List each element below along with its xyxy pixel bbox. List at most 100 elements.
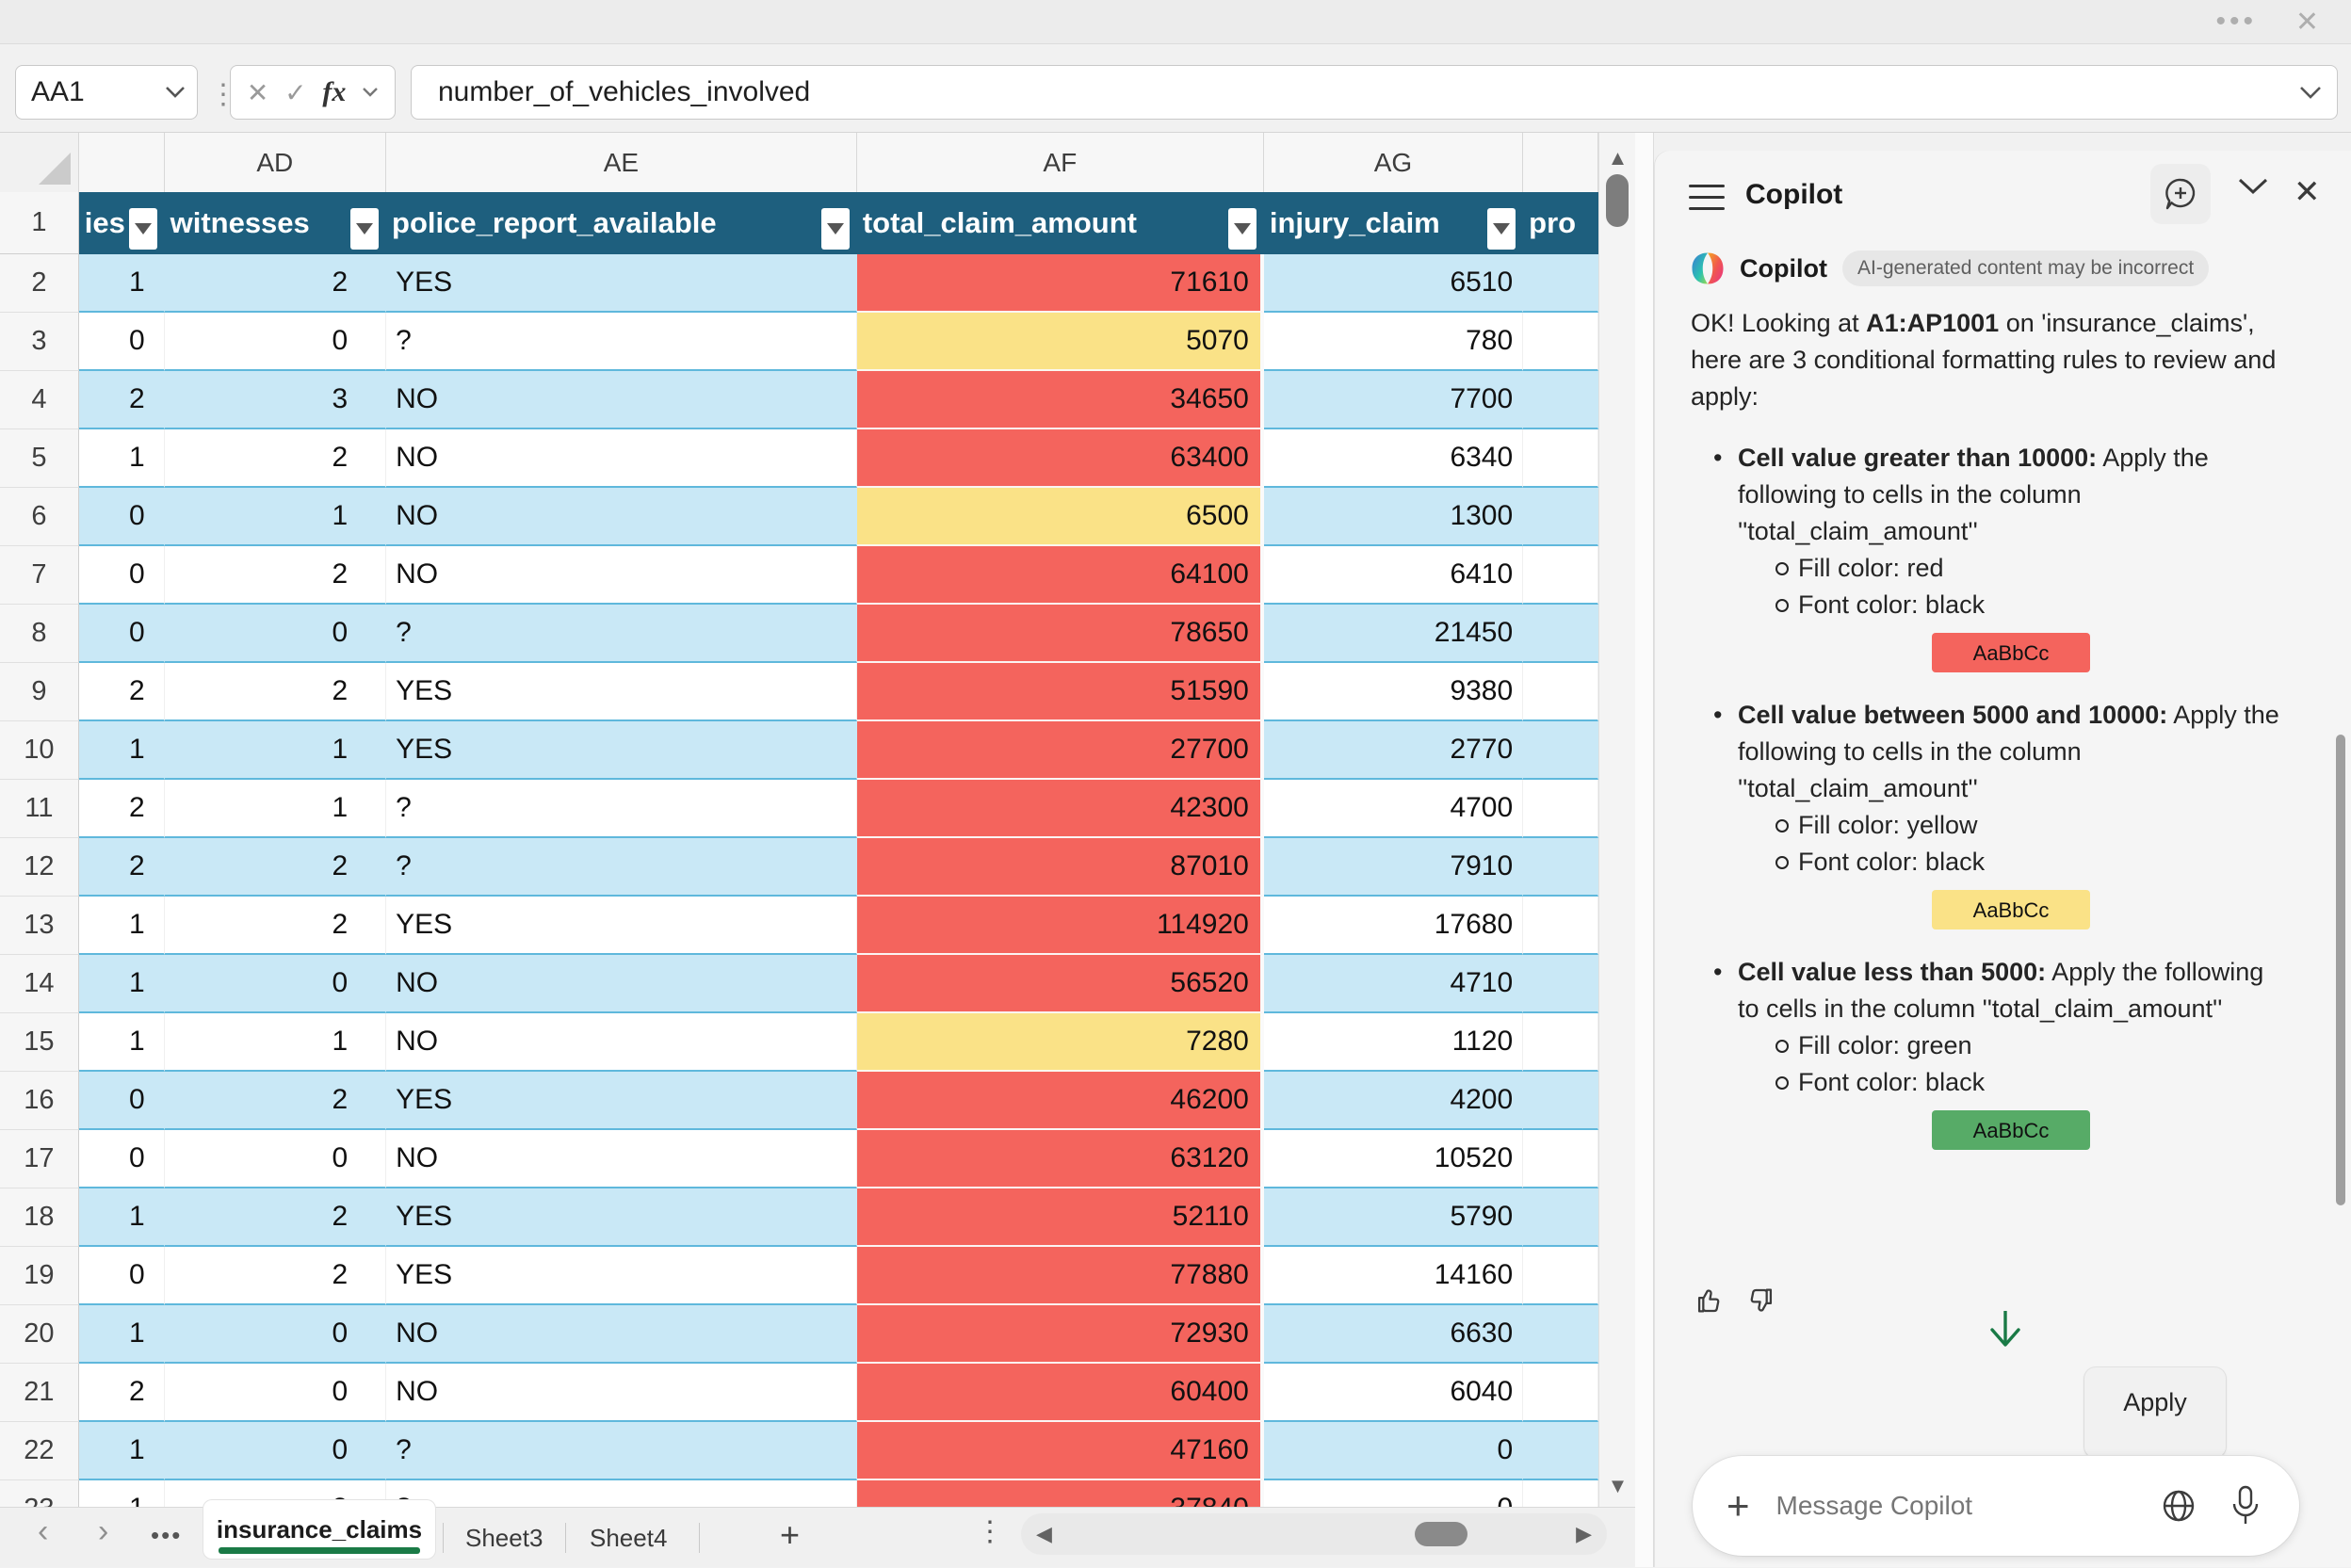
cell[interactable]: ?: [386, 605, 857, 663]
cell[interactable]: 3: [165, 371, 387, 429]
cell[interactable]: ?: [386, 1422, 857, 1480]
cell[interactable]: [1523, 429, 1598, 488]
column-header-police_report_available[interactable]: police_report_available: [386, 192, 857, 254]
scroll-left-icon[interactable]: ◀: [1036, 1522, 1052, 1546]
cell[interactable]: 47160: [857, 1422, 1264, 1480]
filter-dropdown-icon[interactable]: [350, 208, 379, 250]
cell[interactable]: 1120: [1264, 1013, 1523, 1072]
row-number[interactable]: 23: [0, 1480, 79, 1507]
column-header-total_claim_amount[interactable]: total_claim_amount: [857, 192, 1264, 254]
cell[interactable]: 6630: [1264, 1305, 1523, 1364]
cell[interactable]: 0: [165, 605, 387, 663]
formula-input[interactable]: number_of_vehicles_involved: [411, 65, 2338, 120]
cell[interactable]: 7280: [857, 1013, 1264, 1072]
cell[interactable]: 1: [165, 780, 387, 838]
cell[interactable]: 87010: [857, 838, 1264, 897]
cell[interactable]: 7910: [1264, 838, 1523, 897]
cell[interactable]: 5070: [857, 313, 1264, 371]
row-number[interactable]: 21: [0, 1364, 79, 1422]
cell[interactable]: YES: [386, 721, 857, 780]
cell[interactable]: [1523, 721, 1598, 780]
cell[interactable]: 37840: [857, 1480, 1264, 1507]
scroll-right-icon[interactable]: ▶: [1576, 1522, 1592, 1546]
cell[interactable]: [1523, 546, 1598, 605]
row-number[interactable]: 15: [0, 1013, 79, 1072]
jump-to-latest-icon[interactable]: [1986, 1307, 2024, 1355]
cell[interactable]: 0: [165, 1422, 387, 1480]
cell[interactable]: 0: [165, 955, 387, 1013]
cell[interactable]: 14160: [1264, 1247, 1523, 1305]
row-number[interactable]: 16: [0, 1072, 79, 1130]
horizontal-scroll-thumb[interactable]: [1415, 1522, 1467, 1546]
copilot-message-input[interactable]: + Message Copilot: [1693, 1456, 2299, 1556]
cell[interactable]: 0: [165, 1364, 387, 1422]
cell[interactable]: YES: [386, 1072, 857, 1130]
cell[interactable]: [1523, 1305, 1598, 1364]
cell[interactable]: YES: [386, 897, 857, 955]
cell[interactable]: 0: [79, 1130, 165, 1188]
cell[interactable]: 2: [165, 1188, 387, 1247]
cell[interactable]: [1523, 1130, 1598, 1188]
thumbs-down-icon[interactable]: [1745, 1285, 1777, 1317]
cell[interactable]: ?: [386, 1480, 857, 1507]
scrollbar-menu-icon[interactable]: ⋮: [976, 1515, 1004, 1548]
name-box-value[interactable]: AA1: [16, 76, 165, 108]
cell[interactable]: [1523, 488, 1598, 546]
cell[interactable]: YES: [386, 1247, 857, 1305]
cell[interactable]: 7700: [1264, 371, 1523, 429]
cell[interactable]: 17680: [1264, 897, 1523, 955]
cell[interactable]: 2770: [1264, 721, 1523, 780]
cell[interactable]: [1523, 371, 1598, 429]
cell[interactable]: [1523, 1013, 1598, 1072]
cell[interactable]: 0: [79, 605, 165, 663]
cell[interactable]: 1: [79, 1305, 165, 1364]
select-all-corner[interactable]: [0, 133, 79, 192]
cell[interactable]: [1523, 1422, 1598, 1480]
cell[interactable]: 0: [79, 1072, 165, 1130]
cell[interactable]: 4200: [1264, 1072, 1523, 1130]
cell[interactable]: 78650: [857, 605, 1264, 663]
cell[interactable]: [1523, 1072, 1598, 1130]
cell[interactable]: NO: [386, 546, 857, 605]
column-header-injury_claim[interactable]: injury_claim: [1264, 192, 1523, 254]
collapse-chevron-icon[interactable]: [2237, 177, 2269, 201]
cell[interactable]: 6410: [1264, 546, 1523, 605]
cell[interactable]: 27700: [857, 721, 1264, 780]
row-number[interactable]: 17: [0, 1130, 79, 1188]
cell[interactable]: 0: [165, 1305, 387, 1364]
cell[interactable]: 51590: [857, 663, 1264, 721]
cell[interactable]: 6040: [1264, 1364, 1523, 1422]
cell[interactable]: [1523, 254, 1598, 313]
cell[interactable]: NO: [386, 1364, 857, 1422]
row-number[interactable]: 11: [0, 780, 79, 838]
column-header-ies[interactable]: ies: [79, 192, 165, 254]
cell[interactable]: 1300: [1264, 488, 1523, 546]
cell[interactable]: 2: [79, 838, 165, 897]
cell[interactable]: 63400: [857, 429, 1264, 488]
cell[interactable]: 1: [79, 429, 165, 488]
microphone-icon[interactable]: [2229, 1485, 2262, 1527]
cell[interactable]: 6500: [857, 488, 1264, 546]
cell[interactable]: 71610: [857, 254, 1264, 313]
row-number[interactable]: 18: [0, 1188, 79, 1247]
confirm-entry-icon[interactable]: ✓: [284, 77, 306, 108]
cell[interactable]: YES: [386, 1188, 857, 1247]
cell[interactable]: YES: [386, 663, 857, 721]
cell[interactable]: 2: [79, 780, 165, 838]
cell[interactable]: 1: [79, 1422, 165, 1480]
menu-icon[interactable]: [1689, 185, 1725, 211]
cell[interactable]: 42300: [857, 780, 1264, 838]
cell[interactable]: 4710: [1264, 955, 1523, 1013]
cell[interactable]: 2: [165, 429, 387, 488]
row-number[interactable]: 3: [0, 313, 79, 371]
cell[interactable]: 1: [165, 721, 387, 780]
cell[interactable]: NO: [386, 1130, 857, 1188]
cell[interactable]: 2: [165, 1072, 387, 1130]
cell[interactable]: ?: [386, 780, 857, 838]
column-header-witnesses[interactable]: witnesses: [165, 192, 386, 254]
cell[interactable]: 2: [79, 371, 165, 429]
cell[interactable]: 114920: [857, 897, 1264, 955]
name-box[interactable]: AA1: [15, 65, 198, 120]
row-number[interactable]: 8: [0, 605, 79, 663]
attach-plus-icon[interactable]: +: [1727, 1483, 1750, 1528]
